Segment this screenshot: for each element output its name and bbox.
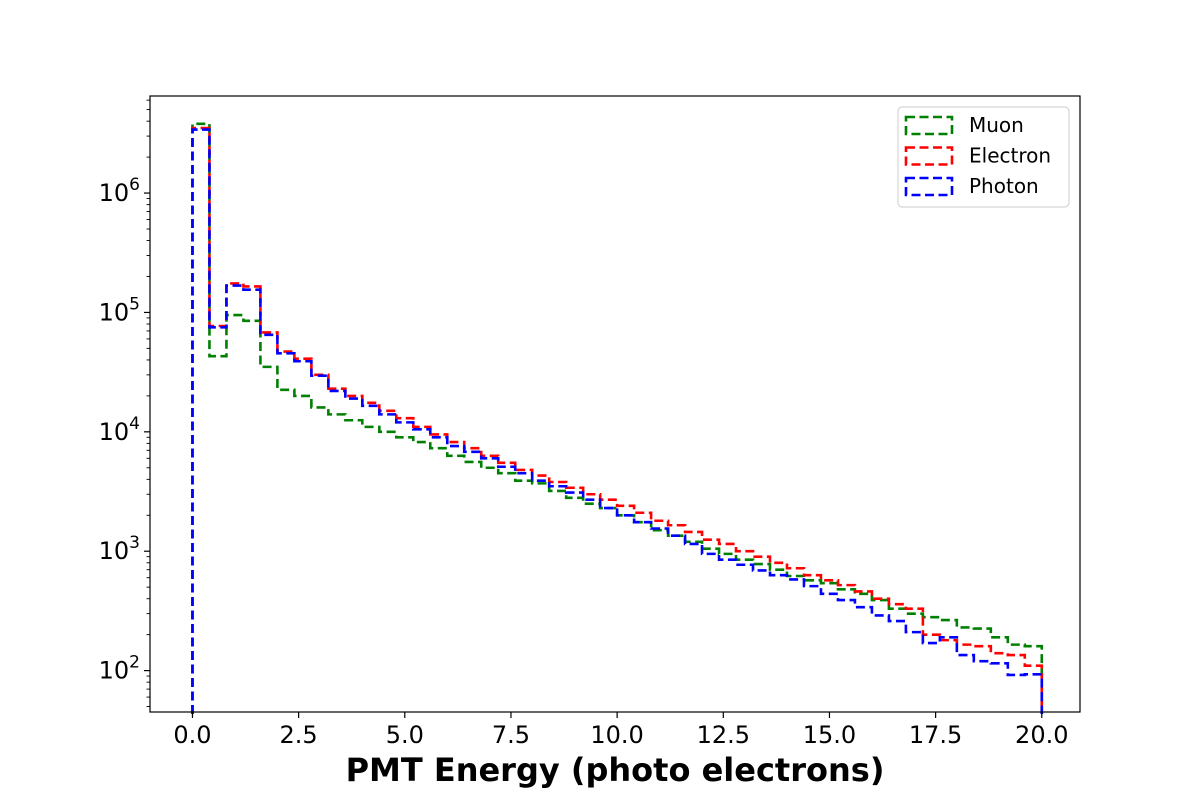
legend-entry-photon: Photon: [904, 174, 1039, 198]
y-tick-label: 104: [99, 414, 140, 446]
legend-box: [897, 106, 1070, 208]
y-tick-label: 103: [99, 533, 140, 565]
x-tick-label: 12.5: [697, 721, 750, 749]
y-axis: 102 103 104 105 106: [99, 99, 150, 707]
x-axis-title: PMT Energy (photo electrons): [346, 751, 885, 789]
legend: Muon Electron Photon: [897, 106, 1070, 208]
legend-entry-muon: Muon: [904, 113, 1024, 137]
x-tick-label: 17.5: [909, 721, 962, 749]
legend-entry-electron: Electron: [904, 144, 1051, 168]
plot-frame: [149, 95, 1081, 713]
x-tick-label: 10.0: [590, 721, 643, 749]
x-tick-label: 20.0: [1015, 721, 1068, 749]
x-tick-label: 15.0: [803, 721, 856, 749]
series-layer: [191, 122, 1044, 714]
legend-swatch: [904, 176, 954, 197]
legend-label: Electron: [969, 144, 1051, 168]
y-tick-label: 105: [99, 294, 140, 326]
x-axis: 0.0 2.5 5.0 7.5 10.0 12.5 15.0 17.5 20.0: [173, 712, 1068, 749]
x-tick-label: 0.0: [173, 721, 211, 749]
series-line-photon: [191, 128, 1044, 714]
x-tick-label: 7.5: [492, 721, 530, 749]
y-tick-label: 102: [99, 653, 140, 685]
legend-swatch: [904, 146, 954, 166]
y-tick-label: 106: [99, 175, 140, 207]
legend-label: Photon: [969, 174, 1039, 198]
legend-swatch: [904, 115, 954, 136]
x-tick-label: 2.5: [280, 721, 318, 749]
legend-label: Muon: [969, 113, 1024, 137]
x-tick-label: 5.0: [386, 721, 424, 749]
